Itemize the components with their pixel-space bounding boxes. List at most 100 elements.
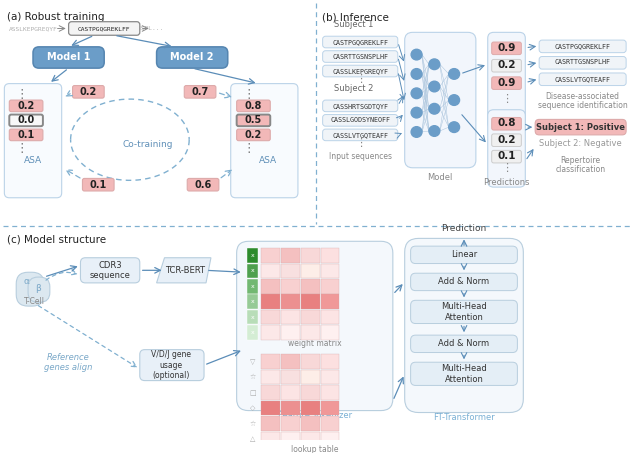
Text: x: x [251, 299, 254, 304]
Circle shape [429, 125, 440, 136]
FancyBboxPatch shape [492, 42, 522, 55]
Text: α: α [23, 277, 29, 286]
FancyBboxPatch shape [4, 84, 61, 198]
Text: □: □ [249, 390, 256, 395]
Bar [301, 416, 320, 431]
Text: CASRTTGSNSPL...: CASRTTGSNSPL... [107, 26, 163, 31]
FancyBboxPatch shape [488, 32, 525, 129]
Bar [281, 355, 300, 369]
FancyBboxPatch shape [411, 362, 517, 386]
Bar [321, 279, 339, 294]
Text: 0.8: 0.8 [244, 101, 262, 111]
Text: ⋮: ⋮ [501, 94, 512, 104]
Text: Input sequences: Input sequences [329, 152, 392, 161]
Text: Subject 1: Subject 1 [333, 19, 373, 29]
FancyBboxPatch shape [411, 273, 517, 291]
Bar [321, 355, 339, 369]
Text: sequence identification: sequence identification [538, 101, 627, 110]
Text: CASSLVTGQTEAFF: CASSLVTGQTEAFF [555, 76, 611, 82]
FancyBboxPatch shape [188, 178, 219, 191]
Bar [301, 325, 320, 340]
FancyBboxPatch shape [404, 32, 476, 168]
Bar [321, 325, 339, 340]
FancyBboxPatch shape [323, 65, 398, 77]
Circle shape [429, 59, 440, 70]
FancyBboxPatch shape [68, 22, 140, 35]
Text: 0.2: 0.2 [497, 135, 516, 145]
FancyBboxPatch shape [140, 350, 204, 381]
Bar [261, 370, 280, 385]
Text: Subject 2: Negative: Subject 2: Negative [540, 140, 622, 149]
FancyBboxPatch shape [237, 115, 270, 126]
Bar [301, 279, 320, 294]
Bar [321, 370, 339, 385]
Text: (c) Model structure: (c) Model structure [7, 235, 106, 245]
Text: △: △ [250, 436, 255, 442]
Text: CDR3
sequence: CDR3 sequence [90, 260, 131, 280]
Text: Add & Norm: Add & Norm [438, 277, 490, 286]
Text: Linear: Linear [451, 251, 477, 259]
Text: 0.2: 0.2 [17, 101, 35, 111]
Text: Feature Tokenizer: Feature Tokenizer [278, 411, 352, 420]
FancyBboxPatch shape [231, 84, 298, 198]
Text: CASSLGODSYNEOFF: CASSLGODSYNEOFF [330, 117, 390, 123]
Bar [261, 386, 280, 400]
Text: Disease-associated: Disease-associated [546, 92, 620, 101]
Text: x: x [251, 253, 254, 258]
Bar [261, 325, 280, 340]
FancyBboxPatch shape [237, 129, 270, 141]
Text: Model 1: Model 1 [47, 53, 90, 63]
Bar [261, 401, 280, 415]
Text: ⋮: ⋮ [355, 74, 366, 84]
Bar [301, 432, 320, 446]
Bar [261, 310, 280, 324]
Bar [281, 401, 300, 415]
Bar [301, 310, 320, 324]
Text: 0.9: 0.9 [497, 43, 516, 53]
Text: ASA: ASA [259, 155, 277, 164]
Bar [321, 310, 339, 324]
Text: 0.9: 0.9 [497, 77, 516, 87]
FancyBboxPatch shape [10, 115, 43, 126]
Bar [301, 248, 320, 263]
Text: Repertoire: Repertoire [561, 156, 601, 165]
Text: Model: Model [428, 173, 453, 183]
Bar [261, 294, 280, 309]
Bar [281, 432, 300, 446]
FancyBboxPatch shape [404, 238, 524, 413]
Bar [281, 294, 300, 309]
Text: ☆: ☆ [250, 421, 255, 427]
Circle shape [411, 88, 422, 99]
Text: T-Cell: T-Cell [24, 297, 45, 306]
Bar [261, 279, 280, 294]
Text: 0.5: 0.5 [245, 116, 262, 125]
Bar [301, 370, 320, 385]
FancyBboxPatch shape [411, 246, 517, 264]
Text: lookup table: lookup table [291, 445, 339, 453]
Text: CASSLKEPGREQYF: CASSLKEPGREQYF [332, 68, 388, 74]
Text: CASSLVTGQTEAFF: CASSLVTGQTEAFF [332, 132, 388, 138]
FancyBboxPatch shape [492, 59, 522, 72]
FancyBboxPatch shape [81, 258, 140, 283]
Bar [321, 264, 339, 278]
Text: Model 2: Model 2 [170, 53, 214, 63]
Text: Subject 2: Subject 2 [333, 84, 373, 93]
Circle shape [411, 107, 422, 118]
Text: CASRTTGSNSPLHF: CASRTTGSNSPLHF [555, 59, 611, 65]
Bar [281, 325, 300, 340]
Text: x: x [251, 268, 254, 273]
Text: 0.2: 0.2 [245, 130, 262, 140]
Circle shape [449, 122, 460, 132]
Text: FT-Transformer: FT-Transformer [433, 413, 495, 422]
Bar [246, 248, 259, 263]
Text: CASTPGQGREKLFF: CASTPGQGREKLFF [78, 26, 131, 31]
Text: ⋮: ⋮ [243, 88, 255, 101]
FancyBboxPatch shape [539, 73, 626, 86]
Text: (b) Inference: (b) Inference [322, 12, 388, 22]
Circle shape [411, 127, 422, 137]
Bar [301, 264, 320, 278]
Bar [246, 294, 259, 309]
FancyBboxPatch shape [237, 241, 393, 410]
Text: ASSLKEPGREQYF: ASSLKEPGREQYF [10, 26, 58, 31]
FancyBboxPatch shape [28, 277, 50, 302]
